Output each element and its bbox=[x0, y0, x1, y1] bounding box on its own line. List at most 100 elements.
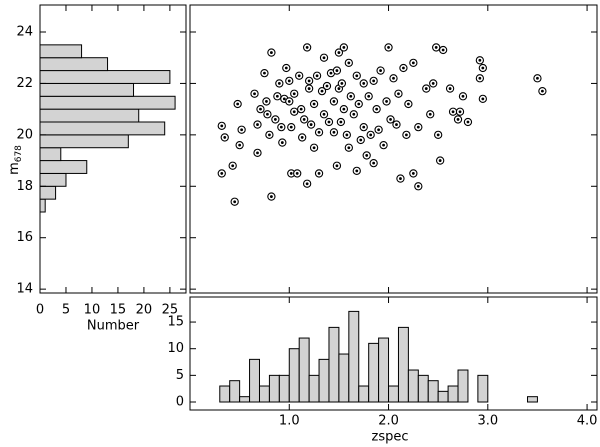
scatter-point bbox=[455, 107, 465, 116]
marker-dot bbox=[297, 74, 301, 78]
histogram-bar bbox=[338, 353, 350, 403]
scatter-point bbox=[359, 122, 368, 132]
scatter-point bbox=[306, 120, 316, 129]
histogram-bar bbox=[219, 385, 231, 403]
marker-dot bbox=[325, 84, 329, 88]
histogram-bar bbox=[308, 374, 320, 403]
scatter-point bbox=[317, 86, 327, 96]
histogram-bar bbox=[258, 385, 270, 403]
marker-dot bbox=[337, 87, 341, 90]
x-tick-label: 20 bbox=[136, 303, 153, 318]
histogram-bar bbox=[477, 374, 489, 403]
marker-dot bbox=[355, 169, 359, 173]
histogram-bar bbox=[39, 82, 135, 97]
scatter-point bbox=[392, 120, 401, 129]
y-tick-label: 18 bbox=[16, 179, 33, 194]
marker-dot bbox=[347, 146, 351, 150]
scatter-point bbox=[295, 71, 304, 80]
y-axis-label: m678 bbox=[7, 145, 24, 175]
marker-dot bbox=[265, 100, 268, 103]
histogram-bar bbox=[39, 147, 62, 162]
scatter-point bbox=[260, 68, 269, 78]
marker-dot bbox=[372, 161, 376, 165]
histogram-bar bbox=[268, 374, 280, 403]
marker-dot bbox=[385, 100, 388, 103]
scatter-point bbox=[389, 74, 398, 83]
scatter-point bbox=[376, 66, 385, 75]
marker-dot bbox=[362, 82, 366, 85]
scatter-point bbox=[273, 92, 282, 101]
y-tick-label: 15 bbox=[167, 315, 184, 330]
histogram-bar bbox=[39, 160, 88, 174]
scatter-point bbox=[217, 121, 226, 131]
marker-dot bbox=[342, 107, 346, 111]
scatter-point bbox=[352, 71, 361, 80]
scatter-point bbox=[402, 130, 411, 140]
marker-dot bbox=[379, 69, 382, 72]
histogram-bar bbox=[378, 337, 390, 403]
marker-dot bbox=[405, 133, 408, 137]
marker-dot bbox=[397, 92, 400, 96]
marker-dot bbox=[441, 48, 445, 52]
marker-dot bbox=[411, 172, 415, 175]
scatter-point bbox=[302, 179, 312, 188]
marker-dot bbox=[416, 125, 420, 129]
histogram-bar bbox=[368, 342, 380, 403]
scatter-point bbox=[256, 104, 265, 114]
marker-dot bbox=[256, 151, 259, 155]
marker-dot bbox=[461, 94, 465, 98]
marker-dot bbox=[541, 89, 544, 93]
marker-dot bbox=[347, 61, 351, 65]
x-axis-label: Number bbox=[87, 319, 140, 334]
scatter-point bbox=[278, 138, 287, 147]
scatter-point bbox=[438, 45, 448, 55]
marker-dot bbox=[382, 143, 385, 147]
marker-dot bbox=[481, 97, 485, 101]
scatter-point bbox=[267, 192, 276, 201]
marker-dot bbox=[270, 195, 273, 198]
histogram-bar bbox=[278, 374, 290, 403]
marker-dot bbox=[428, 112, 432, 116]
marker-dot bbox=[355, 74, 359, 78]
scatter-point bbox=[458, 92, 468, 101]
marker-dot bbox=[392, 76, 395, 80]
scatter-point bbox=[337, 79, 347, 88]
marker-dot bbox=[266, 112, 269, 116]
scatter-point bbox=[300, 115, 309, 124]
histogram-bar bbox=[437, 390, 449, 403]
histogram-bar bbox=[39, 198, 46, 213]
scatter-point bbox=[332, 161, 342, 170]
scatter-point bbox=[322, 81, 332, 91]
scatter-point bbox=[426, 110, 435, 119]
histogram-bar bbox=[348, 310, 360, 403]
scatter-point bbox=[475, 74, 485, 83]
scatter-point bbox=[409, 169, 418, 178]
scatter-point bbox=[253, 148, 262, 158]
scatter-point bbox=[324, 117, 334, 127]
scatter-point bbox=[379, 140, 388, 150]
x-tick-label: 1.0 bbox=[279, 414, 300, 429]
marker-dot bbox=[438, 159, 442, 162]
x-tick-label: 5 bbox=[62, 303, 70, 318]
marker-dot bbox=[220, 172, 224, 175]
marker-dot bbox=[253, 92, 256, 96]
histogram-bar bbox=[407, 369, 419, 403]
x-tick-label: 10 bbox=[84, 303, 101, 318]
marker-dot bbox=[289, 125, 293, 129]
marker-dot bbox=[352, 112, 356, 116]
scatter-point bbox=[275, 79, 284, 88]
scatter-point bbox=[235, 140, 244, 150]
scatter-point bbox=[290, 107, 299, 116]
marker-dot bbox=[365, 154, 369, 157]
scatter-point bbox=[399, 63, 408, 73]
scatter-point bbox=[394, 89, 403, 98]
scatter-point bbox=[374, 125, 383, 134]
marker-dot bbox=[263, 71, 266, 75]
marker-dot bbox=[312, 146, 316, 150]
marker-dot bbox=[399, 177, 402, 180]
histogram-bar bbox=[298, 337, 310, 403]
scatter-point bbox=[314, 128, 324, 137]
marker-dot bbox=[270, 51, 273, 54]
scatter-point bbox=[533, 74, 542, 83]
marker-dot bbox=[369, 133, 373, 137]
